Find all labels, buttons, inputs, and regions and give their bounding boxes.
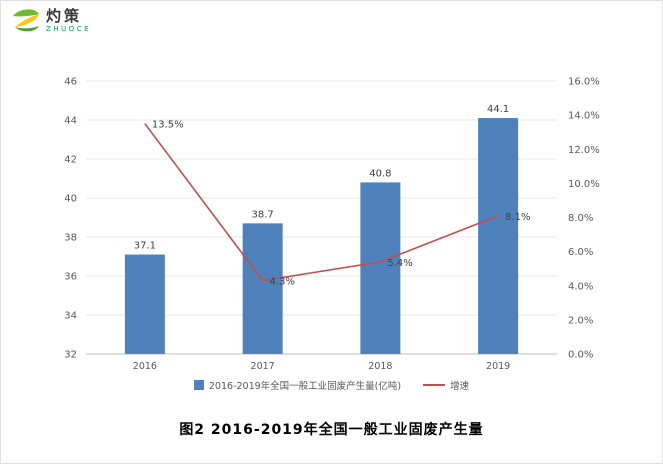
bar-series-label: 2016-2019年全国一般工业固废产生量(亿吨) [208, 381, 402, 392]
combo-chart: 32 34 36 38 40 42 44 46 0.0% 2.0% 4.0% 6.0% 8.0% 10.0… [64, 77, 600, 373]
bar-data-label: 38.7 [251, 209, 273, 220]
right-axis-tick: 12.0% [568, 145, 600, 156]
growth-rate-line [144, 123, 499, 282]
zhuoce-logo-icon [13, 9, 39, 32]
left-axis-tick: 32 [64, 350, 77, 361]
line-series-label: 增速 [450, 381, 470, 392]
left-axis-tick: 40 [64, 194, 77, 205]
right-axis-tick: 4.0% [568, 281, 593, 292]
legend-item-line: 增速 [423, 378, 469, 392]
bar [478, 118, 519, 354]
right-axis-tick: 2.0% [568, 315, 593, 326]
right-axis-tick: 14.0% [568, 111, 600, 122]
right-axis-tick: 6.0% [568, 247, 593, 258]
line-data-label: 8.1% [505, 212, 530, 223]
left-axis-tick: 46 [64, 77, 77, 88]
left-axis-tick: 38 [64, 233, 77, 244]
logo-text: 灼策 ZHUOCE [46, 9, 91, 33]
right-axis-tick: 16.0% [568, 77, 600, 88]
x-axis-category-label: 2019 [486, 361, 510, 372]
left-axis-tick: 42 [64, 155, 77, 166]
bar-series-swatch [193, 380, 204, 390]
bar-data-label: 40.8 [369, 168, 391, 179]
line-data-label: 5.4% [387, 258, 412, 269]
chart-caption: 图2 2016-2019年全国一般工业固废产生量 [179, 422, 484, 438]
line-data-label: 4.3% [270, 277, 295, 288]
x-axis-category-label: 2018 [368, 361, 392, 372]
bar-data-label: 37.1 [134, 241, 156, 252]
bar [360, 182, 401, 354]
right-axis-tick: 8.0% [568, 213, 593, 224]
bar [124, 254, 165, 354]
brand-name-cn: 灼策 [46, 7, 83, 25]
chart-legend: 2016-2019年全国一般工业固废产生量(亿吨) 增速 [1, 378, 662, 392]
left-axis-tick: 34 [64, 311, 77, 322]
bar-data-label: 44.1 [487, 104, 509, 115]
left-axis-tick: 44 [64, 116, 77, 127]
logo: 灼策 ZHUOCE [11, 6, 91, 36]
line-data-label: 13.5% [152, 120, 184, 131]
x-axis-category-label: 2016 [133, 361, 157, 372]
line-series-swatch [423, 384, 446, 386]
brand-name-en: ZHUOCE [46, 25, 92, 33]
right-axis-tick: 0.0% [568, 350, 593, 361]
x-axis-category-label: 2017 [251, 361, 275, 372]
right-axis-tick: 10.0% [568, 179, 600, 190]
bar [242, 223, 283, 354]
legend-item-bar: 2016-2019年全国一般工业固废产生量(亿吨) [193, 378, 402, 392]
left-axis-tick: 36 [64, 272, 77, 283]
